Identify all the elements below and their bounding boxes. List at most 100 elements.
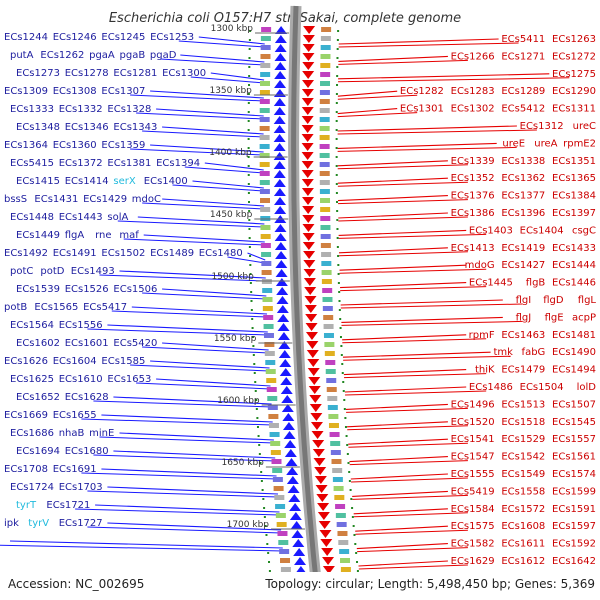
gene-label-left[interactable]: ECs1680: [65, 446, 109, 457]
gene-label-left[interactable]: ECs1585: [101, 356, 145, 367]
gene-label-right[interactable]: ECs1481: [552, 330, 596, 341]
gene-label-left[interactable]: ECs1346: [65, 122, 109, 133]
gene-label-left[interactable]: ECs1448: [10, 212, 54, 223]
forward-gene-arrow[interactable]: [279, 368, 292, 376]
gene-label-left[interactable]: mdoC: [132, 194, 161, 205]
gene-label-left[interactable]: ECs1359: [101, 140, 145, 151]
gene-label-left[interactable]: ECs1246: [53, 32, 97, 43]
forward-gene-arrow[interactable]: [274, 206, 287, 214]
gene-label-right[interactable]: ECs1272: [552, 51, 596, 62]
gene-label-right[interactable]: ECs1397: [552, 208, 596, 219]
gene-label-left[interactable]: maf: [119, 230, 139, 241]
reverse-gene-arrow[interactable]: [320, 539, 333, 547]
gene-label-left[interactable]: ECs1262: [40, 50, 84, 61]
gene-label-left[interactable]: ECs1565: [34, 302, 78, 313]
gene-label-right[interactable]: ECs1496: [451, 399, 495, 410]
gene-label-left[interactable]: ECs1449: [16, 230, 60, 241]
gene-label-right[interactable]: ECs1386: [451, 208, 495, 219]
gene-label-left[interactable]: ECs1502: [101, 248, 145, 259]
reverse-gene-arrow[interactable]: [301, 170, 314, 178]
gene-label-right[interactable]: ECs1597: [552, 521, 596, 532]
forward-gene-arrow[interactable]: [292, 539, 305, 547]
reverse-gene-arrow[interactable]: [302, 215, 315, 223]
gene-label-left[interactable]: ECs1655: [53, 410, 97, 421]
gene-label-left[interactable]: ECs1343: [113, 122, 157, 133]
forward-gene-arrow[interactable]: [278, 350, 291, 358]
gene-label-left[interactable]: ECs1556: [59, 320, 103, 331]
reverse-gene-arrow[interactable]: [309, 395, 322, 403]
reverse-gene-arrow[interactable]: [310, 422, 323, 430]
gene-label-right[interactable]: ECs1403: [469, 225, 513, 236]
gene-label-right[interactable]: ECs1351: [552, 156, 596, 167]
gene-label-right[interactable]: ECs1283: [451, 86, 495, 97]
forward-gene-arrow[interactable]: [282, 422, 295, 430]
reverse-gene-arrow[interactable]: [322, 566, 335, 574]
gene-label-right[interactable]: ECs1413: [451, 243, 495, 254]
gene-label-left[interactable]: ECs1493: [71, 266, 115, 277]
reverse-gene-arrow[interactable]: [302, 233, 315, 241]
forward-gene-arrow[interactable]: [274, 242, 287, 250]
gene-label-right[interactable]: ECs1591: [552, 504, 596, 515]
gene-label-right[interactable]: ECs1311: [552, 104, 596, 115]
gene-label-right[interactable]: rpmE2: [563, 138, 596, 149]
forward-gene-arrow[interactable]: [273, 116, 286, 124]
gene-label-right[interactable]: flgE: [545, 312, 564, 323]
forward-gene-arrow[interactable]: [277, 332, 290, 340]
gene-label-left[interactable]: ECs1721: [46, 500, 90, 511]
reverse-gene-arrow[interactable]: [321, 548, 334, 556]
forward-gene-arrow[interactable]: [291, 530, 304, 538]
gene-label-right[interactable]: ureA: [534, 138, 557, 149]
reverse-gene-arrow[interactable]: [301, 179, 314, 187]
gene-label-left[interactable]: ECs1602: [16, 338, 60, 349]
gene-label-left[interactable]: bssS: [4, 194, 27, 205]
gene-label-left[interactable]: ECs1308: [53, 86, 97, 97]
reverse-gene-arrow[interactable]: [317, 503, 330, 511]
gene-label-right[interactable]: ECs1444: [552, 260, 596, 271]
gene-label-left[interactable]: ECs1669: [4, 410, 48, 421]
gene-label-left[interactable]: ECs1429: [83, 194, 127, 205]
gene-label-left[interactable]: serX: [113, 176, 135, 187]
reverse-gene-arrow[interactable]: [303, 278, 316, 286]
gene-label-left[interactable]: ECs1443: [59, 212, 103, 223]
forward-gene-arrow[interactable]: [274, 233, 287, 241]
reverse-gene-arrow[interactable]: [302, 197, 315, 205]
forward-gene-arrow[interactable]: [274, 53, 287, 61]
reverse-gene-arrow[interactable]: [312, 440, 325, 448]
reverse-gene-arrow[interactable]: [318, 521, 331, 529]
gene-label-left[interactable]: ECs1703: [59, 482, 103, 493]
gene-label-left[interactable]: pgaB: [120, 50, 146, 61]
gene-label-right[interactable]: ECs1574: [552, 469, 596, 480]
gene-label-left[interactable]: tyrT: [16, 500, 37, 511]
gene-label-left[interactable]: ECs1653: [107, 374, 151, 385]
forward-gene-arrow[interactable]: [275, 26, 288, 34]
forward-gene-arrow[interactable]: [285, 458, 298, 466]
forward-gene-arrow[interactable]: [287, 485, 300, 493]
gene-label-right[interactable]: ECs1572: [501, 504, 545, 515]
gene-label-right[interactable]: ECs5412: [501, 104, 545, 115]
gene-label-left[interactable]: ECs1333: [10, 104, 54, 115]
gene-label-left[interactable]: potD: [40, 266, 64, 277]
reverse-gene-arrow[interactable]: [301, 134, 314, 142]
gene-label-left[interactable]: ECs1626: [4, 356, 48, 367]
forward-gene-arrow[interactable]: [294, 557, 307, 565]
gene-label-left[interactable]: rne: [95, 230, 111, 241]
gene-label-right[interactable]: tmk: [493, 347, 513, 358]
gene-label-left[interactable]: ECs1491: [53, 248, 97, 259]
reverse-gene-arrow[interactable]: [308, 377, 321, 385]
reverse-gene-arrow[interactable]: [303, 260, 316, 268]
gene-label-right[interactable]: ureC: [573, 121, 596, 132]
forward-gene-arrow[interactable]: [274, 80, 287, 88]
gene-label-right[interactable]: ECs1561: [552, 452, 596, 463]
forward-gene-arrow[interactable]: [280, 377, 293, 385]
gene-label-right[interactable]: ECs1302: [451, 104, 495, 115]
reverse-gene-arrow[interactable]: [302, 71, 315, 79]
reverse-gene-arrow[interactable]: [313, 458, 326, 466]
reverse-gene-arrow[interactable]: [308, 386, 321, 394]
gene-label-right[interactable]: mdoG: [465, 260, 495, 271]
gene-label-left[interactable]: tyrV: [28, 518, 49, 529]
gene-label-right[interactable]: ureE: [502, 138, 525, 149]
gene-label-right[interactable]: ECs1479: [501, 365, 545, 376]
reverse-gene-arrow[interactable]: [301, 89, 314, 97]
reverse-gene-arrow[interactable]: [301, 107, 314, 115]
gene-label-left[interactable]: ECs1564: [10, 320, 54, 331]
